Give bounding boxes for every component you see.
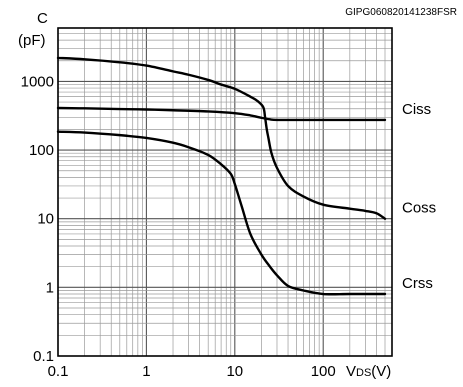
x-axis-label-main: V bbox=[346, 363, 356, 380]
plot-frame bbox=[57, 27, 393, 357]
x-axis-label: VDS(V) bbox=[346, 363, 391, 380]
series-labels: Ciss Coss Crss bbox=[402, 101, 436, 292]
series-label-ciss: Ciss bbox=[402, 101, 431, 118]
series-line-crss bbox=[56, 130, 387, 296]
y-tick-label: 1000 bbox=[21, 73, 54, 90]
series-line-ciss bbox=[56, 106, 387, 122]
x-tick-label: 10 bbox=[226, 363, 243, 380]
y-tick-label: 10 bbox=[37, 211, 54, 228]
x-axis-label-unit: (V) bbox=[371, 363, 391, 380]
y-tick-labels: 0.1 1 10 100 1000 bbox=[21, 73, 54, 365]
figure-code: GIPG060820141238FSR bbox=[345, 7, 457, 18]
y-tick-label: 1 bbox=[46, 279, 54, 296]
x-axis-label-sub: DS bbox=[356, 367, 371, 379]
series-label-crss: Crss bbox=[402, 275, 433, 292]
y-tick-label: 100 bbox=[29, 142, 54, 159]
x-tick-label: 0.1 bbox=[48, 363, 69, 380]
y-tick-label: 0.1 bbox=[33, 348, 54, 365]
x-tick-label: 100 bbox=[311, 363, 336, 380]
series-label-coss: Coss bbox=[402, 200, 436, 217]
grid bbox=[57, 27, 393, 357]
y-axis-label-unit: (pF) bbox=[18, 32, 46, 49]
x-tick-label: 1 bbox=[142, 363, 150, 380]
series-lines bbox=[56, 56, 387, 296]
y-axis-label-symbol: C bbox=[37, 10, 48, 27]
x-tick-labels: 0.1 1 10 100 bbox=[48, 363, 336, 380]
series-line-coss bbox=[56, 56, 387, 220]
